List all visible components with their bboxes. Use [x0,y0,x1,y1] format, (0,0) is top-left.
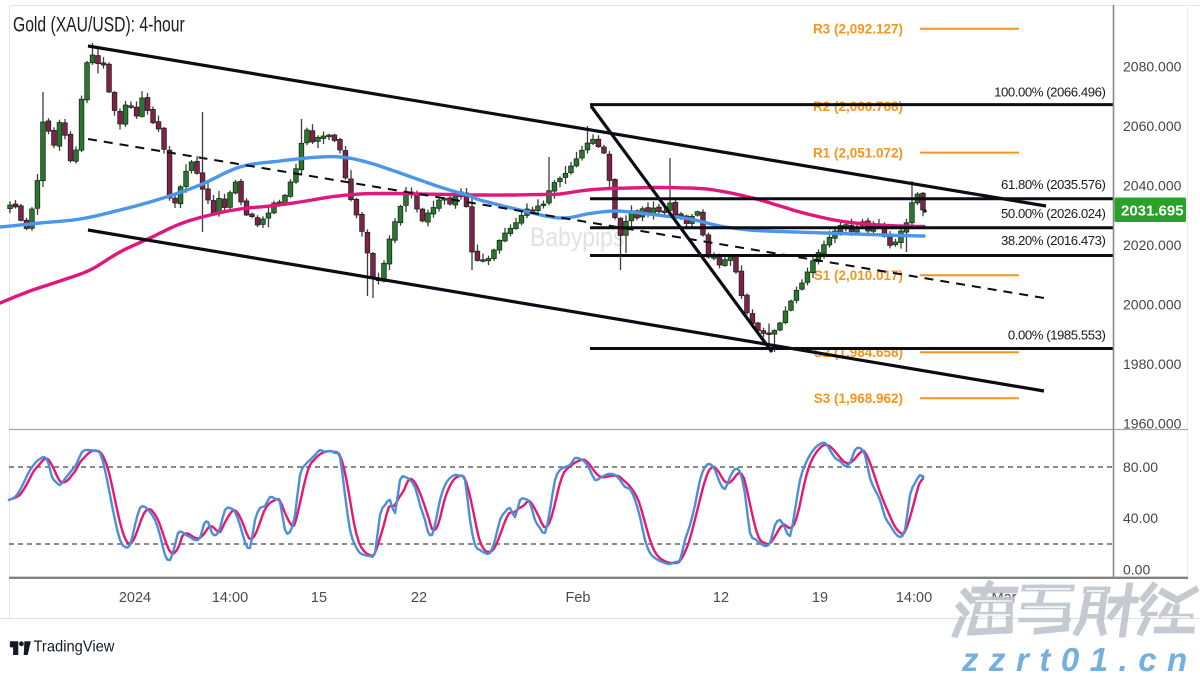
svg-text:2031.695: 2031.695 [1121,203,1184,220]
svg-text:14:00: 14:00 [212,590,248,606]
svg-text:15: 15 [311,590,327,606]
svg-text:80.00: 80.00 [1123,459,1158,475]
svg-text:22: 22 [411,590,427,606]
svg-text:R2 (2,066.768): R2 (2,066.768) [813,99,903,114]
svg-text:zzrt01.cn: zzrt01.cn [961,641,1198,675]
svg-text:R3 (2,092.127): R3 (2,092.127) [813,22,903,37]
svg-text:2040.000: 2040.000 [1123,178,1182,194]
svg-text:0.00: 0.00 [1123,562,1150,578]
svg-text:61.80% (2035.576): 61.80% (2035.576) [1001,177,1106,192]
svg-text:38.20% (2016.473): 38.20% (2016.473) [1001,233,1106,248]
svg-text:40.00: 40.00 [1123,510,1158,526]
svg-text:Feb: Feb [566,590,591,606]
svg-text:Gold (XAU/USD): 4-hour: Gold (XAU/USD): 4-hour [13,12,185,36]
svg-text:TradingView: TradingView [34,638,116,656]
svg-text:100.00% (2066.496): 100.00% (2066.496) [994,85,1105,100]
svg-text:R1 (2,051.072): R1 (2,051.072) [813,145,903,160]
svg-text:2024: 2024 [119,590,151,606]
svg-text:2020.000: 2020.000 [1123,237,1182,253]
svg-text:2060.000: 2060.000 [1123,118,1182,134]
svg-text:0.00% (1985.553): 0.00% (1985.553) [1008,327,1106,342]
svg-text:19: 19 [812,590,828,606]
svg-text:S1 (2,010.017): S1 (2,010.017) [814,268,903,283]
svg-text:12: 12 [713,590,729,606]
svg-text:50.00% (2026.024): 50.00% (2026.024) [1001,206,1106,221]
svg-text:1980.000: 1980.000 [1123,356,1182,372]
svg-text:S3 (1,968.962): S3 (1,968.962) [814,391,903,406]
svg-text:2000.000: 2000.000 [1123,297,1182,313]
svg-text:1960.000: 1960.000 [1123,416,1182,432]
svg-text:2080.000: 2080.000 [1123,59,1182,75]
svg-text:14:00: 14:00 [896,590,932,606]
